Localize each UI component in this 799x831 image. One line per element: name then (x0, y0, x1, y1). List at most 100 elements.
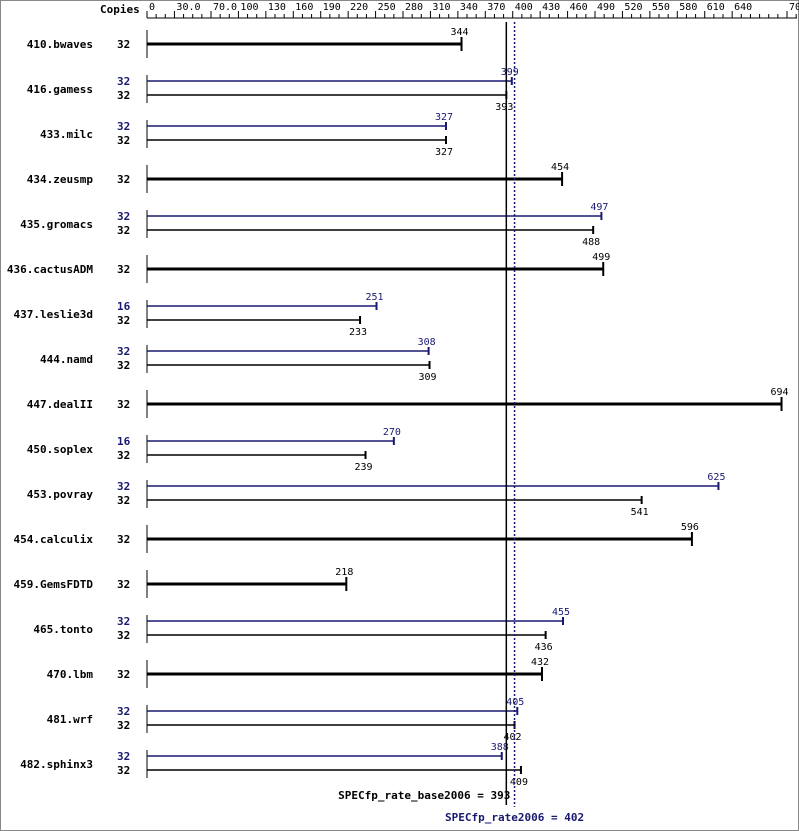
x-tick-label: 310 (432, 2, 450, 13)
peak-value-label: 251 (365, 292, 383, 303)
benchmark-row: 410.bwaves 32 344 (27, 27, 469, 58)
x-tick-label: 370 (487, 2, 505, 13)
x-tick-label: 30.0 (176, 2, 200, 13)
x-tick-label: 0 (149, 2, 155, 13)
peak-copies-label: 32 (117, 345, 130, 358)
base-copies-label: 32 (117, 578, 130, 591)
peak-value-label: 455 (552, 607, 570, 618)
peak-value-label: 625 (707, 472, 725, 483)
benchmark-row: 470.lbm 32 432 (47, 657, 549, 688)
benchmark-row: 447.dealII 32 694 (27, 387, 789, 418)
base-copies-label: 32 (117, 89, 130, 102)
base-copies-label: 32 (117, 629, 130, 642)
base-mean-label: SPECfp_rate_base2006 = 393 (338, 789, 510, 802)
base-copies-label: 32 (117, 398, 130, 411)
base-value-label: 596 (681, 522, 699, 533)
benchmark-name: 433.milc (40, 128, 93, 141)
base-value-label: 409 (510, 777, 528, 788)
base-copies-label: 32 (117, 359, 130, 372)
base-copies-label: 32 (117, 668, 130, 681)
peak-value-label: 497 (590, 202, 608, 213)
x-tick-label: 580 (679, 2, 697, 13)
base-value-label: 239 (354, 462, 372, 473)
base-value-label: 454 (551, 162, 569, 173)
benchmark-row: 436.cactusADM 32 499 (7, 252, 610, 283)
x-tick-label: 640 (734, 2, 752, 13)
base-copies-label: 32 (117, 263, 130, 276)
peak-value-label: 270 (383, 427, 401, 438)
x-tick-label: 190 (323, 2, 341, 13)
base-copies-label: 32 (117, 134, 130, 147)
base-value-label: 402 (504, 732, 522, 743)
x-tick-label: 250 (378, 2, 396, 13)
benchmark-rows: 410.bwaves 32344416.gamess3232399393433.m… (7, 27, 789, 788)
base-value-label: 309 (418, 372, 436, 383)
peak-mean-label: SPECfp_rate2006 = 402 (445, 811, 584, 824)
benchmark-name: 436.cactusADM (7, 263, 93, 276)
x-tick-label: 550 (652, 2, 670, 13)
base-copies-label: 32 (117, 533, 130, 546)
base-copies-label: 32 (117, 449, 130, 462)
x-tick-label: 490 (597, 2, 615, 13)
base-value-label: 541 (631, 507, 649, 518)
base-value-label: 436 (535, 642, 553, 653)
x-tick-label: 220 (350, 2, 368, 13)
benchmark-name: 465.tonto (33, 623, 93, 636)
benchmark-name: 453.povray (27, 488, 94, 501)
peak-copies-label: 32 (117, 210, 130, 223)
peak-copies-label: 32 (117, 750, 130, 763)
benchmark-name: 447.dealII (27, 398, 93, 411)
benchmark-name: 482.sphinx3 (20, 758, 93, 771)
peak-copies-label: 32 (117, 480, 130, 493)
benchmark-name: 454.calculix (14, 533, 94, 546)
x-tick-label: 130 (268, 2, 286, 13)
peak-value-label: 399 (501, 67, 519, 78)
base-value-label: 233 (349, 327, 367, 338)
x-axis: 0 30.0 70.0 100 130 160 190 220 250 280 310 340 370 4… (146, 2, 799, 19)
mean-lines: SPECfp_rate_base2006 = 393 SPECfp_rate200… (338, 22, 584, 824)
base-value-label: 499 (592, 252, 610, 263)
peak-copies-label: 32 (117, 75, 130, 88)
base-copies-label: 32 (117, 224, 130, 237)
peak-copies-label: 32 (117, 615, 130, 628)
benchmark-name: 434.zeusmp (27, 173, 94, 186)
x-tick-label: 280 (405, 2, 423, 13)
benchmark-name: 470.lbm (47, 668, 94, 681)
benchmark-name: 459.GemsFDTD (14, 578, 94, 591)
base-value-label: 327 (435, 147, 453, 158)
benchmark-row: 454.calculix 32 596 (14, 522, 699, 553)
peak-value-label: 388 (491, 742, 509, 753)
x-tick-label: 520 (624, 2, 642, 13)
benchmark-name: 481.wrf (47, 713, 93, 726)
benchmark-name: 437.leslie3d (14, 308, 93, 321)
x-tick-label: 700 (789, 2, 799, 13)
peak-value-label: 327 (435, 112, 453, 123)
benchmark-name: 416.gamess (27, 83, 93, 96)
x-tick-label: 340 (460, 2, 478, 13)
base-copies-label: 32 (117, 173, 130, 186)
base-copies-label: 32 (117, 38, 130, 51)
base-value-label: 488 (582, 237, 600, 248)
peak-copies-label: 16 (117, 300, 131, 313)
peak-copies-label: 32 (117, 705, 130, 718)
base-copies-label: 32 (117, 764, 130, 777)
x-tick-label: 430 (542, 2, 560, 13)
x-tick-label: 160 (295, 2, 313, 13)
benchmark-name: 450.soplex (27, 443, 94, 456)
peak-value-label: 308 (418, 337, 436, 348)
benchmark-row: 459.GemsFDTD 32 218 (14, 567, 353, 598)
base-value-label: 344 (450, 27, 468, 38)
base-value-label: 432 (531, 657, 549, 668)
x-tick-label: 70.0 (213, 2, 237, 13)
base-value-label: 218 (335, 567, 353, 578)
base-copies-label: 32 (117, 494, 130, 507)
copies-header: Copies (100, 3, 140, 16)
